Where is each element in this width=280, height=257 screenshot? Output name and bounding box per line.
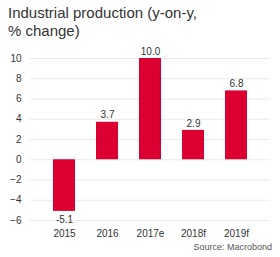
svg-text:2016: 2016 [96, 228, 119, 239]
svg-text:-5.1: -5.1 [56, 214, 74, 225]
svg-text:10: 10 [10, 53, 22, 64]
svg-text:2019f: 2019f [224, 228, 249, 239]
svg-text:2018f: 2018f [181, 228, 206, 239]
svg-text:4: 4 [16, 113, 22, 124]
svg-text:−4: −4 [10, 194, 22, 205]
svg-text:10.0: 10.0 [141, 46, 161, 57]
svg-text:2017e: 2017e [137, 228, 165, 239]
svg-text:6.8: 6.8 [230, 78, 244, 89]
html-text:Industrial production (y-on-y,: Industrial production (y-on-y, % change) [8, 4, 197, 39]
html-text:Source: Macrobond: Source: Macrobond [193, 242, 272, 252]
svg-text:−6: −6 [10, 215, 22, 226]
svg-text:2.9: 2.9 [187, 118, 201, 129]
svg-text:2: 2 [16, 134, 22, 145]
svg-text:0: 0 [16, 154, 22, 165]
svg-text:2015: 2015 [53, 228, 76, 239]
svg-text:8: 8 [16, 73, 22, 84]
svg-text:6: 6 [16, 93, 22, 104]
svg-text:3.7: 3.7 [101, 109, 115, 120]
svg-text:−2: −2 [10, 174, 22, 185]
